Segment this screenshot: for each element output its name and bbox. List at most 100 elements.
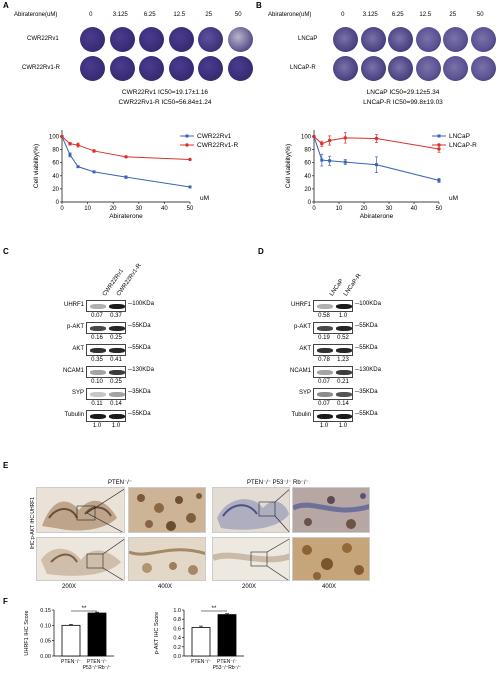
blot-quant-value: 0.10 [91, 379, 103, 385]
colony-dish [333, 27, 358, 52]
concentration-label: 25 [449, 12, 457, 18]
blot-band [336, 414, 352, 419]
y-tick-label: 0.05 [40, 639, 51, 645]
y-tick-label: 0.8 [173, 617, 181, 623]
x-tick-label: 30 [386, 206, 393, 212]
bar [87, 612, 107, 657]
blot-quant-value: 1.23 [337, 357, 349, 363]
category-label: PTEN⁻/⁻ [87, 659, 107, 665]
y-tick-label: 40 [304, 174, 311, 180]
panel-e-group-2: PTEN⁻/⁻ P53⁻/⁻ Rb⁻/⁻ [247, 480, 309, 486]
blot-band [336, 326, 352, 331]
data-point [68, 142, 72, 146]
y-tick-label: 60 [52, 161, 59, 167]
colony-dish [109, 27, 135, 52]
category-label: P53⁻/⁻Rb⁻/⁻ [83, 665, 112, 671]
data-point [312, 134, 316, 139]
blot-strip [313, 344, 353, 356]
concentration-label: 12.5 [173, 12, 186, 18]
blot-quant-value: 0.07 [318, 401, 330, 407]
ihc-pakt-pten-200x [36, 537, 125, 581]
panel-f-label: F [3, 597, 8, 606]
data-point [437, 178, 441, 182]
blot-protein-label: AKT [299, 346, 311, 352]
blot-band [317, 304, 333, 309]
blot-band [109, 370, 125, 375]
blot-protein-label: Tubulin [291, 412, 311, 418]
blot-size-label: ─55KDa [355, 345, 378, 351]
x-tick-label: 0 [312, 206, 316, 212]
concentration-label: 3.125 [362, 12, 378, 18]
y-tick-label: 80 [52, 148, 59, 154]
concentration-label: 25 [205, 12, 213, 18]
blot-strip [313, 388, 353, 400]
blot-quant-value: 0.37 [110, 313, 122, 319]
blot-quant-value: 1.0 [319, 423, 329, 429]
significance-label: ** [212, 606, 217, 612]
colony-dish [139, 56, 164, 81]
blot-strip [313, 410, 353, 422]
ihc-uhrf1-pten-200x [36, 487, 125, 533]
colony-dish [388, 56, 413, 81]
concentration-label: 50 [476, 12, 484, 18]
blot-quant-value: 0.25 [110, 379, 122, 385]
blot-strip [313, 366, 353, 378]
blot-band [109, 326, 125, 331]
blot-size-label: ─55KDa [355, 323, 378, 329]
concentration-label: 6.25 [391, 12, 404, 18]
chart-a-viability: 0 20 40 60 80 100 0 10 20 30 40 50 Abiraterone uM Cell… [33, 130, 238, 220]
panel-c-label: C [3, 247, 9, 256]
blot-band [109, 392, 125, 397]
y-tick-label: 80 [304, 148, 311, 154]
panel-b-label: B [256, 1, 262, 10]
y-axis-label: Cell viability(%) [33, 144, 40, 188]
legend-marker [185, 143, 189, 147]
panel-e-group-1: PTEN⁻/⁻ [108, 480, 133, 486]
colony-dish [198, 56, 223, 81]
blot-size-label: ─100KDa [128, 301, 154, 307]
panel-b-drug-header: Abiraterone(uM) [268, 12, 312, 18]
data-point [124, 175, 128, 179]
y-tick-label: 1.0 [173, 608, 181, 614]
y-axis-label: Cell viability(%) [285, 144, 292, 188]
data-point [92, 149, 96, 153]
data-point [437, 147, 441, 151]
category-label: PTEN⁻/⁻ [61, 659, 81, 665]
colony-dish [227, 56, 253, 81]
data-point [327, 138, 332, 143]
x-tick-label: 40 [411, 206, 418, 212]
y-tick-label: 20 [304, 187, 311, 193]
blot-quant-value: 0.25 [110, 335, 122, 341]
x-tick-label: 50 [187, 206, 194, 212]
y-tick-label: 0.0 [173, 654, 181, 660]
category-label: PTEN⁻/⁻ [191, 659, 211, 665]
blot-strip [313, 322, 353, 334]
y-tick-label: 0.6 [173, 626, 181, 632]
blot-quant-value: 1.0 [111, 423, 121, 429]
concentration-label: 0 [89, 12, 93, 18]
y-tick-label: 0.15 [40, 608, 51, 614]
y-tick-label: 60 [304, 161, 311, 167]
bar [61, 624, 81, 657]
data-point [374, 136, 379, 141]
blot-size-label: ─55KDa [128, 323, 151, 329]
panel-e-label: E [3, 461, 9, 470]
panel-a-label: A [3, 1, 9, 10]
ihc-mag-1: 200X [62, 584, 77, 590]
legend-label: LNCaP-R [449, 142, 477, 149]
legend-marker [437, 143, 441, 147]
y-tick-label: 0.4 [173, 636, 181, 642]
concentration-label: 0 [341, 12, 345, 18]
blot-band [317, 414, 333, 419]
data-point [188, 185, 192, 189]
colony-dish [168, 27, 194, 52]
blot-quant-value: 1.0 [92, 423, 102, 429]
blot-quant-value: 0.14 [110, 401, 122, 407]
panel-d-label: D [258, 247, 264, 256]
ihc-uhrf1-pten-400x [128, 487, 206, 533]
colony-dish [139, 27, 164, 52]
chart-f-uhrf1-score: 0.00 0.05 0.10 0.15 UHRF1 IHC Score PTEN⁻/⁻ PT… [24, 606, 114, 671]
series-line [313, 136, 440, 150]
blot-quant-value: 0.78 [318, 357, 330, 363]
blot-quant-value: 0.58 [318, 313, 330, 319]
